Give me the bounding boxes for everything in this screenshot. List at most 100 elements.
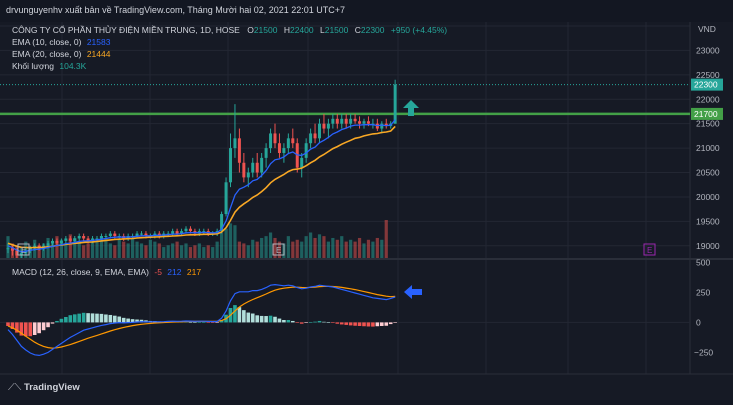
- macd-hist-bar-45: [206, 322, 211, 323]
- candle-body-74: [335, 118, 339, 124]
- volume-bar-51: [233, 225, 237, 258]
- volume-bar-33: [153, 241, 157, 258]
- macd-hist-bar-26: [121, 317, 126, 323]
- candle-body-14: [68, 238, 72, 241]
- volume-bar-7: [37, 245, 41, 258]
- candle-body-30: [140, 233, 143, 235]
- legend-ema10[interactable]: EMA (10, close, 0) 21583: [12, 37, 110, 47]
- macd-hist-bar-70: [317, 320, 322, 323]
- candle-body-63: [286, 138, 290, 149]
- macd-hist-bar-30: [139, 319, 144, 323]
- close-label: C: [354, 25, 361, 35]
- macd-hist-bar-83: [375, 322, 380, 327]
- volume-bar-42: [193, 245, 197, 258]
- volume-bar-29: [135, 241, 139, 258]
- macd-hist-bar-22: [104, 314, 108, 323]
- volume-bar-41: [188, 247, 193, 258]
- macd-hist-bar-12: [59, 318, 64, 323]
- ema10-value: 21583: [86, 37, 111, 47]
- candle-body-53: [242, 162, 246, 178]
- horizontal-level[interactable]: [0, 84, 690, 116]
- chart-svg[interactable]: VND 19000 19500 20000 20500 21000 21500 22000 22…: [0, 22, 733, 400]
- candle-body-37: [171, 231, 175, 234]
- volume-bar-61: [277, 241, 282, 258]
- macd-hist-bar-4: [24, 322, 28, 337]
- high-label: H: [283, 25, 290, 35]
- macd-hist-bar-73: [331, 322, 335, 323]
- volume-bar-63: [286, 236, 290, 258]
- candle-body-4: [24, 250, 28, 254]
- volume-bar-13: [64, 243, 68, 258]
- candle-body-22: [104, 236, 108, 238]
- price-tick-8: 23000: [696, 45, 720, 55]
- publish-bar: drvunguyenhv xuất bản về TradingView.com…: [0, 0, 733, 22]
- symbol-name[interactable]: CÔNG TY CỔ PHẦN THỦY ĐIỆN MIỀN TRUNG, 1D…: [12, 25, 240, 35]
- volume-bar-75: [340, 236, 344, 258]
- volume-bar-52: [237, 241, 241, 258]
- macd-hist-bar-61: [277, 318, 282, 323]
- tradingview-logo[interactable]: ⟋⟍ TradingView: [8, 382, 80, 393]
- macd-hist-bar-43: [197, 322, 202, 323]
- ema10-label: EMA (10, close, 0): [12, 37, 82, 47]
- macd-hist-bar-53: [242, 310, 246, 323]
- up-arrow-icon: [403, 100, 419, 116]
- candle-body-9: [46, 243, 50, 246]
- legend-macd[interactable]: MACD (12, 26, close, 9, EMA, EMA) -5 212…: [12, 267, 201, 277]
- macd-hist-bar-63: [286, 320, 291, 323]
- candle-body-59: [269, 133, 273, 149]
- volume-bar-55: [251, 239, 255, 258]
- event-e-marker-2-box: [272, 243, 285, 256]
- macd-hist-bar-6: [32, 322, 37, 335]
- macd-hist-bar-19: [90, 313, 95, 323]
- macd-hist-bar-8: [41, 322, 46, 331]
- volume-bar-56: [255, 241, 259, 258]
- chart-area[interactable]: VND 19000 19500 20000 20500 21000 21500 22000 22…: [0, 22, 733, 400]
- candle-body-76: [344, 118, 348, 124]
- candle-body-40: [184, 228, 188, 232]
- publish-line: drvunguyenhv xuất bản về TradingView.com…: [6, 5, 346, 15]
- volume-bar-58: [264, 236, 268, 258]
- candles[interactable]: [6, 79, 397, 258]
- candle-body-23: [108, 233, 112, 237]
- candle-body-71: [322, 123, 326, 129]
- change-value: +950 (+4.45%): [390, 25, 448, 35]
- macd-hist-bar-74: [335, 322, 340, 324]
- candle-body-51: [233, 138, 237, 149]
- candle-body-54: [246, 172, 250, 178]
- candle-body-49: [224, 182, 228, 215]
- legend-ema20[interactable]: EMA (20, close, 0) 21444: [12, 49, 110, 59]
- volume-bar-81: [366, 239, 371, 258]
- volume-bar-40: [184, 243, 188, 258]
- macd-hist-bar-16: [77, 313, 81, 323]
- volume-bar-84: [380, 239, 384, 258]
- volume-bar-15: [73, 237, 77, 258]
- tv-brand-text: TradingView: [23, 382, 80, 393]
- candle-body-52: [237, 138, 241, 163]
- macd-hist-bar-60: [273, 316, 277, 323]
- price-tick-1: 19500: [696, 216, 720, 226]
- candle-body-73: [331, 118, 335, 124]
- candle-body-29: [135, 233, 139, 237]
- macd-hist-bar-66: [299, 322, 304, 324]
- volume-bar-76: [344, 241, 348, 258]
- candle-body-3: [19, 253, 23, 256]
- macd-hist-bar-24: [113, 315, 117, 323]
- candle-body-12: [59, 240, 63, 244]
- candle-body-68: [309, 133, 313, 144]
- candle-body-18: [86, 238, 90, 241]
- macd-hist-bar-14: [68, 315, 73, 323]
- event-e-marker-2: E: [276, 246, 281, 255]
- candle-body-11: [55, 240, 59, 244]
- price-tick-3: 20500: [696, 168, 720, 178]
- volume-bar-78: [353, 241, 357, 258]
- price-tick-4: 21000: [696, 143, 720, 153]
- level-price-tag: 21700: [694, 109, 718, 119]
- macd-hist-bar-77: [348, 322, 353, 326]
- macd-hist-bar-2: [15, 322, 19, 333]
- candle-body-56: [255, 162, 259, 173]
- volume-bar-28: [131, 237, 135, 258]
- legend-volume[interactable]: Khối lượng 104.3K: [12, 61, 86, 71]
- markers: 21700 22300 E E E: [17, 78, 723, 299]
- candle-body-48: [220, 214, 224, 232]
- macd-pane[interactable]: [0, 283, 690, 357]
